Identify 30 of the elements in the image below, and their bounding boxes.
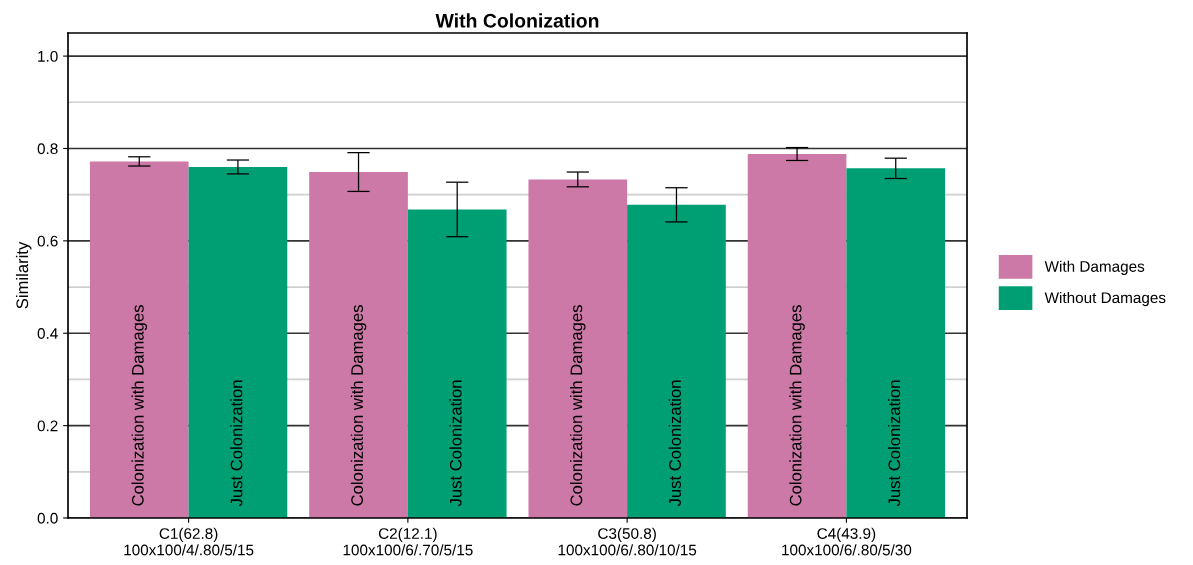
bar [747,154,847,518]
legend-label: Without Damages [1044,291,1166,307]
bar [407,209,507,518]
legend-label: With Damages [1044,260,1145,275]
y-tick-label: 0.0 [37,512,58,524]
x-tick-label: C3(50.8) 100x100/6/.80/10/15 [558,527,697,556]
x-tick-label: C2(12.1) 100x100/6/.70/5/15 [343,527,473,556]
bar [528,179,628,518]
data-label: Just Colonization [668,380,681,507]
y-tick-label: 0.8 [37,143,58,155]
bar [309,172,408,518]
data-label: Colonization with Damages [789,305,805,506]
y-tick-label: 0.4 [37,328,58,339]
y-tick-label: 0.2 [37,420,58,432]
data-label: Just Colonization [887,380,901,507]
data-label: Just Colonization [449,380,462,507]
x-tick-label: C4(43.9) 100x100/6/.80/5/30 [782,527,912,556]
chart-title: With Colonization [435,13,599,28]
bar [188,166,288,518]
bar [89,161,189,518]
data-label: Colonization with Damages [350,305,367,506]
data-label: Just Colonization [230,380,243,507]
x-tick-label: C1(62.8) 100x100/4/.80/5/15 [124,527,254,556]
data-label: Colonization with Damages [570,305,586,506]
data-label: Colonization with Damages [131,305,148,506]
y-tick-label: 1.0 [38,50,58,62]
bar [627,204,726,518]
y-axis-title: Similarity [15,241,32,309]
y-tick-label: 0.6 [37,235,58,247]
bar [846,168,946,518]
